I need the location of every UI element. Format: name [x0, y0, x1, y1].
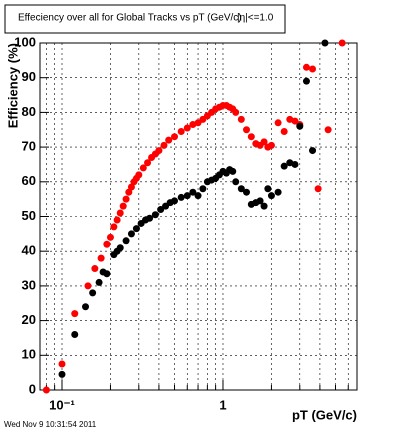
marker — [103, 270, 111, 278]
marker — [146, 214, 154, 222]
y-tick-label: 60 — [22, 173, 36, 188]
marker — [122, 237, 130, 245]
marker — [291, 160, 299, 168]
marker — [171, 133, 179, 141]
marker — [139, 164, 147, 172]
marker — [260, 138, 268, 146]
marker — [291, 117, 299, 125]
marker — [237, 185, 245, 193]
y-tick-label: 10 — [22, 347, 36, 362]
marker — [183, 192, 191, 200]
marker — [122, 195, 130, 203]
marker — [127, 230, 135, 238]
marker — [280, 127, 288, 135]
marker — [243, 188, 251, 196]
marker — [89, 289, 97, 297]
marker — [296, 122, 304, 130]
marker — [189, 188, 197, 196]
marker — [71, 330, 79, 338]
marker — [42, 386, 50, 394]
marker — [314, 185, 322, 193]
marker — [151, 211, 159, 219]
marker — [183, 124, 191, 132]
y-tick-label: 50 — [22, 208, 36, 223]
marker — [338, 39, 346, 47]
marker — [302, 77, 310, 85]
marker — [309, 65, 317, 73]
marker — [84, 282, 92, 290]
marker — [309, 147, 317, 155]
marker — [116, 209, 124, 217]
marker — [127, 183, 135, 191]
marker — [260, 202, 268, 210]
y-tick-label: 80 — [22, 104, 36, 119]
marker — [91, 265, 99, 273]
marker — [165, 136, 173, 144]
marker — [267, 141, 275, 149]
y-tick-label: 100 — [14, 34, 36, 49]
marker — [119, 202, 127, 210]
marker — [171, 197, 179, 205]
y-tick-label: 40 — [22, 243, 36, 258]
marker — [243, 126, 251, 134]
marker — [95, 278, 103, 286]
y-axis-label: Efficiency (%) — [5, 43, 20, 128]
marker — [321, 39, 329, 47]
marker — [302, 63, 310, 71]
marker — [267, 192, 275, 200]
marker — [194, 119, 202, 127]
marker — [199, 185, 207, 193]
footer: Wed Nov 9 10:31:54 2011 — [4, 420, 97, 429]
marker — [125, 188, 133, 196]
marker — [324, 126, 332, 134]
marker — [157, 206, 165, 214]
x-axis-label: pT (GeV/c) — [292, 407, 357, 422]
marker — [274, 119, 282, 127]
x-tick-label: 1 — [219, 397, 226, 412]
marker — [177, 127, 185, 135]
marker — [232, 178, 240, 186]
y-tick-label: 20 — [22, 312, 36, 327]
marker — [264, 185, 272, 193]
marker — [274, 188, 282, 196]
plot-frame — [39, 42, 358, 391]
marker — [116, 244, 124, 252]
marker — [110, 223, 118, 231]
marker — [280, 162, 288, 170]
marker — [144, 159, 152, 167]
marker — [177, 193, 185, 201]
title-box — [4, 4, 286, 34]
marker — [256, 197, 264, 205]
marker — [132, 225, 140, 233]
y-tick-label: 0 — [29, 381, 36, 396]
marker — [103, 240, 111, 248]
marker — [135, 171, 143, 179]
marker — [237, 115, 245, 123]
marker — [106, 233, 114, 241]
y-tick-label: 70 — [22, 139, 36, 154]
y-tick-label: 90 — [22, 69, 36, 84]
marker — [58, 370, 66, 378]
marker — [58, 360, 66, 368]
marker — [113, 216, 121, 224]
marker — [232, 108, 240, 116]
marker — [247, 133, 255, 141]
marker — [229, 167, 237, 175]
y-tick-label: 30 — [22, 277, 36, 292]
annotation: |η|<=1.0 — [237, 13, 274, 24]
chart-title: Effeciency over all for Global Tracks vs… — [18, 13, 242, 24]
marker — [97, 254, 105, 262]
marker — [194, 192, 202, 200]
marker — [160, 141, 168, 149]
x-tick-label: 10⁻¹ — [49, 397, 75, 412]
marker — [155, 147, 163, 155]
marker — [71, 310, 79, 318]
marker — [82, 303, 90, 311]
